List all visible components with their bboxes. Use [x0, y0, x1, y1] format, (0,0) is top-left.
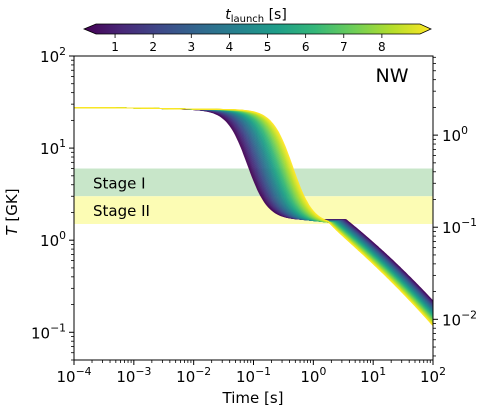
colorbar-bar: [82, 23, 432, 35]
y-right-tick-label: 100: [442, 124, 468, 145]
colorbar-tick-label: 2: [149, 40, 157, 54]
x-tick-label: 10−4: [56, 365, 91, 386]
plot-area: Stage I Stage II NW: [73, 55, 434, 361]
x-tick-label: 10−2: [176, 365, 211, 386]
y-right-tick-label: 10−1: [442, 216, 477, 237]
stage-band-label: Stage II: [93, 202, 150, 220]
colorbar: tlaunch [s] 1 2 3 4 5 6 7 8: [82, 7, 432, 54]
colorbar-tick-label: 6: [302, 40, 310, 54]
x-tick-label: 101: [360, 365, 386, 386]
x-tick-label: 100: [300, 365, 326, 386]
y-right-tick-label: 10−2: [442, 308, 477, 329]
stage-band-label: Stage I: [93, 174, 146, 192]
colorbar-tick-label: 7: [340, 40, 348, 54]
y-axis-right: 10−2 10−1 100: [433, 56, 477, 357]
colorbar-label: tlaunch [s]: [225, 7, 287, 25]
stage-bands: [74, 168, 433, 224]
temperature-curve: [74, 107, 433, 326]
colorbar-tick-label: 1: [111, 40, 119, 54]
colorbar-tick-label: 3: [187, 40, 195, 54]
y-tick-label: 10−1: [31, 321, 66, 342]
temperature-curves: [74, 107, 433, 326]
colorbar-tick-label: 4: [226, 40, 234, 54]
y-axis-label: T [GK]: [3, 188, 21, 235]
colorbar-tick-label: 8: [378, 40, 386, 54]
x-tick-label: 10−3: [116, 365, 151, 386]
stage-band-labels: Stage I Stage II: [93, 174, 150, 220]
y-tick-label: 100: [40, 229, 66, 250]
y-tick-label: 102: [40, 45, 66, 66]
y-axis: 10−1 100 101 102: [31, 45, 74, 361]
colorbar-ticks: 1 2 3 4 5 6 7 8: [111, 34, 386, 54]
stage-band: [74, 196, 433, 224]
x-axis: 10−4 10−3 10−2 10−1 100 101 102: [56, 360, 446, 386]
panel-label: NW: [376, 65, 409, 87]
y-tick-label: 101: [40, 137, 66, 158]
x-tick-label: 102: [420, 365, 446, 386]
x-axis-label: Time [s]: [222, 389, 284, 407]
x-tick-label: 10−1: [236, 365, 271, 386]
colorbar-tick-label: 5: [264, 40, 272, 54]
